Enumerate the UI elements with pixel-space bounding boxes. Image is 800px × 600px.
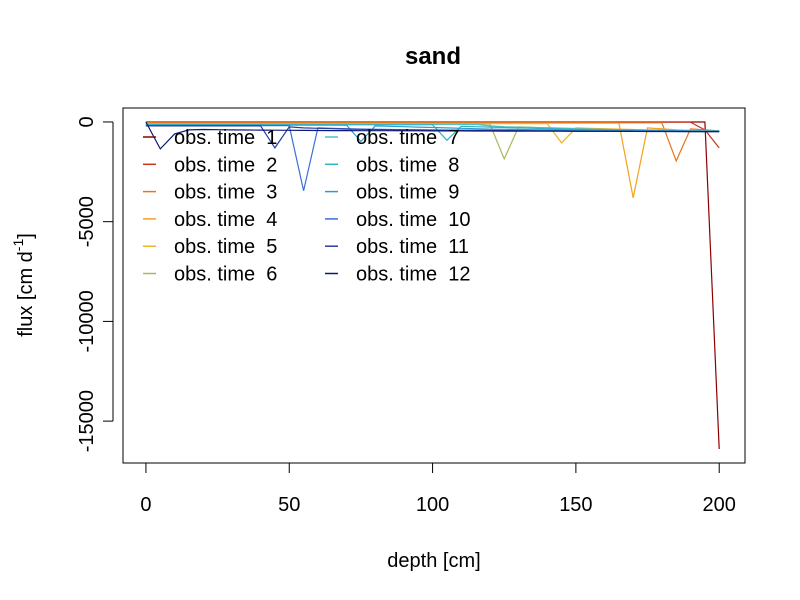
legend-label-10: obs. time 10 xyxy=(356,209,471,231)
x-tick-label-0: 0 xyxy=(140,494,151,516)
series-layer xyxy=(145,121,720,450)
legend-label-4: obs. time 4 xyxy=(174,209,277,231)
y-tick-label-3: -15000 xyxy=(76,390,98,452)
y-axis-label-superscript: -1 xyxy=(10,239,26,252)
legend: obs. time 1 obs. time 2 obs. time 3 obs. ti… xyxy=(143,127,471,286)
legend-label-8: obs. time 8 xyxy=(356,154,459,176)
legend-label-3: obs. time 3 xyxy=(174,182,277,204)
chart-title: sand xyxy=(405,43,461,70)
series-line-2 xyxy=(145,121,720,149)
legend-label-6: obs. time 6 xyxy=(174,264,277,286)
y-tick-label-0: 0 xyxy=(76,116,98,127)
legend-label-1: obs. time 1 xyxy=(174,127,277,149)
y-axis-label-close: ] xyxy=(15,233,37,239)
legend-label-12: obs. time 12 xyxy=(356,264,471,286)
series-line-12 xyxy=(145,121,720,150)
y-tick-label-2: -10000 xyxy=(76,290,98,352)
legend-label-7: obs. time 7 xyxy=(356,127,459,149)
x-axis-label: depth [cm] xyxy=(387,550,480,572)
x-axis: 0 50 100 150 200 xyxy=(140,462,736,516)
legend-label-9: obs. time 9 xyxy=(356,182,459,204)
legend-label-2: obs. time 2 xyxy=(174,154,277,176)
x-tick-label-3: 150 xyxy=(559,494,592,516)
y-axis-label-base: flux [cm d xyxy=(15,251,37,337)
x-tick-label-2: 100 xyxy=(416,494,449,516)
y-axis: 0 -5000 -10000 -15000 xyxy=(76,116,114,452)
legend-label-11: obs. time 11 xyxy=(356,236,469,258)
x-tick-label-1: 50 xyxy=(278,494,300,516)
legend-label-5: obs. time 5 xyxy=(174,236,277,258)
y-tick-label-1: -5000 xyxy=(76,196,98,247)
y-axis-label: flux [cm d-1] xyxy=(10,233,37,337)
x-tick-label-4: 200 xyxy=(703,494,736,516)
